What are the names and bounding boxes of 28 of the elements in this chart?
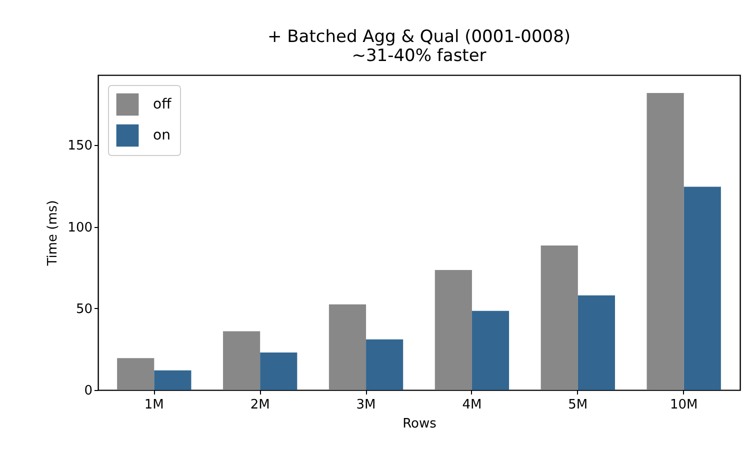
bar xyxy=(540,246,578,390)
legend-label: off xyxy=(153,96,172,112)
x-tick-label: 5M xyxy=(568,398,588,412)
x-tick-label: 2M xyxy=(250,398,270,412)
bar xyxy=(328,304,366,390)
x-tick-label: 1M xyxy=(144,398,164,412)
bar xyxy=(260,352,298,390)
bar xyxy=(154,370,192,390)
x-axis-title: Rows xyxy=(402,416,437,432)
chart-title: + Batched Agg & Qual (0001-0008) xyxy=(267,27,571,47)
y-axis-title: Time (ms) xyxy=(46,200,61,267)
bar xyxy=(646,92,684,390)
y-tick-label: 150 xyxy=(68,138,92,154)
bar xyxy=(366,339,404,390)
bar xyxy=(223,331,260,390)
x-tick-label: 4M xyxy=(462,398,482,412)
bar xyxy=(117,358,154,390)
x-tick-label: 10M xyxy=(670,398,698,412)
bar xyxy=(578,295,615,390)
y-tick-label: 0 xyxy=(84,384,92,398)
x-tick-label: 3M xyxy=(356,398,376,412)
bar xyxy=(684,186,721,390)
y-tick-label: 50 xyxy=(76,302,92,317)
bar xyxy=(472,310,510,390)
y-tick-label: 100 xyxy=(68,220,92,236)
chart-subtitle: ~31-40% faster xyxy=(352,46,486,66)
bar xyxy=(434,270,472,390)
legend-label: on xyxy=(153,128,170,144)
